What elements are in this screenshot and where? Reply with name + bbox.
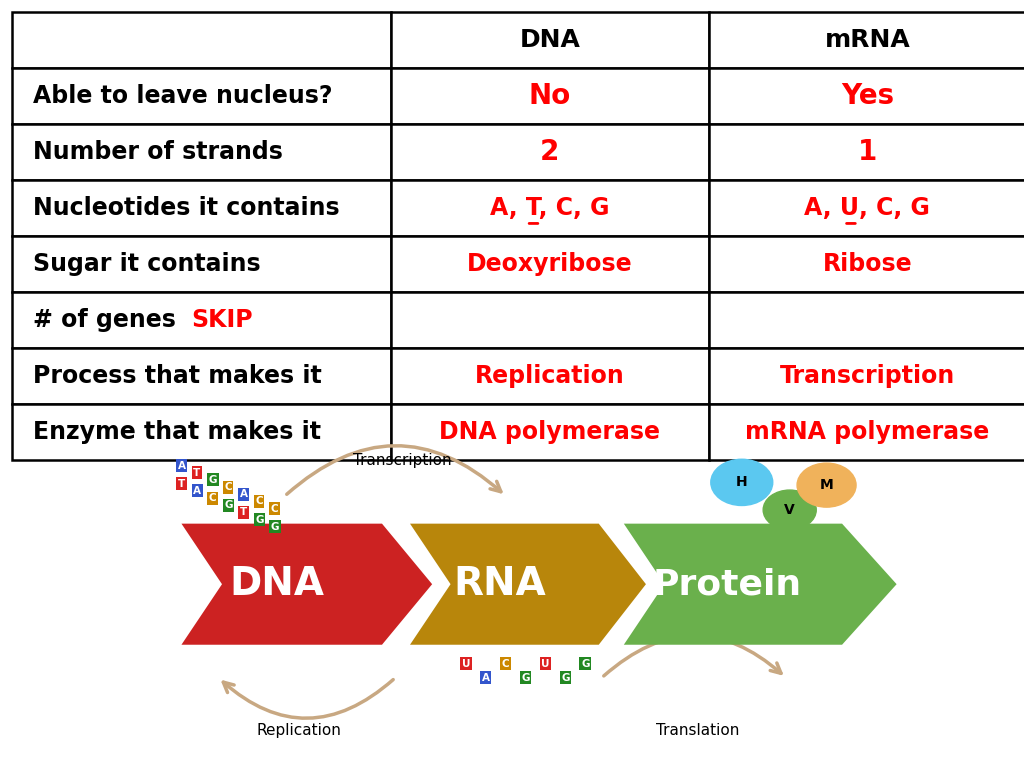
Text: C: C (209, 493, 216, 503)
Text: Yes: Yes (841, 81, 894, 110)
Circle shape (763, 490, 816, 530)
Text: A, U, C, G: A, U, C, G (805, 196, 930, 220)
Text: A: A (240, 489, 248, 499)
Bar (12, 124, 391, 180)
Text: Replication: Replication (475, 364, 625, 388)
Polygon shape (181, 524, 432, 645)
Bar (709, 12, 1024, 68)
Text: G: G (209, 475, 217, 485)
Bar (12, 236, 391, 292)
Text: M: M (819, 478, 834, 492)
Text: Enzyme that makes it: Enzyme that makes it (33, 420, 321, 444)
Text: No: No (528, 81, 571, 110)
FancyArrowPatch shape (223, 680, 393, 718)
Text: DNA: DNA (519, 28, 581, 51)
Text: Number of strands: Number of strands (33, 140, 283, 164)
Text: 1: 1 (858, 137, 877, 166)
Bar (709, 124, 1024, 180)
Text: DNA: DNA (229, 565, 325, 603)
Text: # of genes: # of genes (33, 308, 176, 332)
FancyArrowPatch shape (604, 636, 781, 676)
Text: G: G (521, 673, 529, 683)
Text: A: A (194, 486, 202, 496)
Text: T: T (240, 508, 247, 518)
Polygon shape (410, 524, 646, 645)
Text: H: H (736, 475, 748, 489)
Text: C: C (270, 504, 279, 514)
Bar (709, 68, 1024, 124)
Text: G: G (561, 673, 569, 683)
Text: DNA polymerase: DNA polymerase (439, 420, 660, 444)
Bar (12, 68, 391, 124)
Text: Sugar it contains: Sugar it contains (33, 252, 260, 276)
Text: C: C (502, 659, 509, 669)
Bar (391, 180, 709, 236)
Text: C: C (224, 482, 231, 492)
Text: U: U (542, 659, 550, 669)
Bar (12, 404, 391, 460)
Text: V: V (784, 503, 795, 517)
Text: SKIP: SKIP (191, 308, 253, 332)
Text: G: G (581, 659, 590, 669)
Text: Process that makes it: Process that makes it (33, 364, 322, 388)
Text: Ribose: Ribose (822, 252, 912, 276)
Bar (12, 348, 391, 404)
Bar (709, 180, 1024, 236)
Text: A, T, C, G: A, T, C, G (490, 196, 609, 220)
Bar (391, 292, 709, 348)
Bar (12, 180, 391, 236)
Bar (709, 348, 1024, 404)
Text: Protein: Protein (653, 568, 802, 601)
Text: T: T (178, 478, 185, 488)
Bar (391, 404, 709, 460)
Text: Nucleotides it contains: Nucleotides it contains (33, 196, 339, 220)
Text: G: G (270, 521, 280, 531)
Bar (391, 124, 709, 180)
Text: G: G (255, 515, 264, 525)
Text: 2: 2 (541, 137, 559, 166)
Bar (391, 68, 709, 124)
Bar (12, 292, 391, 348)
Text: mRNA polymerase: mRNA polymerase (745, 420, 989, 444)
Bar (391, 12, 709, 68)
Bar (709, 236, 1024, 292)
Text: A: A (178, 461, 185, 471)
Text: G: G (224, 500, 232, 510)
Bar (709, 292, 1024, 348)
Text: T: T (194, 468, 201, 478)
Text: Transcription: Transcription (779, 364, 955, 388)
Bar (709, 404, 1024, 460)
Text: mRNA: mRNA (824, 28, 910, 51)
Text: Replication: Replication (257, 723, 342, 737)
Polygon shape (624, 524, 897, 645)
Text: C: C (255, 496, 263, 506)
Circle shape (797, 463, 856, 507)
Circle shape (711, 459, 773, 505)
Text: Able to leave nucleus?: Able to leave nucleus? (33, 84, 332, 108)
Text: RNA: RNA (454, 565, 546, 603)
Text: Translation: Translation (655, 723, 739, 737)
Bar (12, 12, 391, 68)
Text: A: A (481, 673, 489, 683)
Text: U: U (462, 659, 470, 669)
Bar (391, 348, 709, 404)
Bar (391, 236, 709, 292)
FancyArrowPatch shape (287, 445, 501, 495)
Text: Transcription: Transcription (353, 453, 452, 468)
Text: Deoxyribose: Deoxyribose (467, 252, 633, 276)
